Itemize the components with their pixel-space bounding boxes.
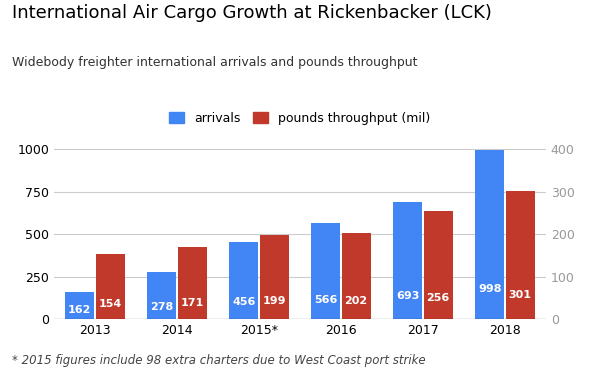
Text: * 2015 figures include 98 extra charters due to West Coast port strike: * 2015 figures include 98 extra charters… [12, 354, 425, 367]
Bar [96, 254, 125, 319]
Bar [506, 191, 535, 319]
Bar [229, 242, 258, 319]
Bar [148, 272, 176, 319]
Bar [342, 233, 371, 319]
Text: Widebody freighter international arrivals and pounds throughput: Widebody freighter international arrival… [12, 56, 418, 69]
Text: 456: 456 [232, 298, 256, 308]
Text: 278: 278 [150, 302, 173, 312]
Text: 154: 154 [98, 299, 122, 309]
Bar [65, 292, 94, 319]
Bar [260, 235, 289, 319]
Text: 256: 256 [427, 293, 450, 303]
Text: International Air Cargo Growth at Rickenbacker (LCK): International Air Cargo Growth at Ricken… [12, 4, 492, 22]
Text: 301: 301 [509, 290, 532, 300]
Bar [178, 247, 206, 319]
Bar [311, 223, 340, 319]
Text: 202: 202 [344, 296, 368, 306]
Bar [424, 210, 452, 319]
Legend: arrivals, pounds throughput (mil): arrivals, pounds throughput (mil) [166, 108, 434, 129]
Text: 693: 693 [396, 292, 419, 301]
Text: 998: 998 [478, 284, 502, 294]
Text: 199: 199 [262, 296, 286, 306]
Bar [394, 201, 422, 319]
Bar [475, 150, 504, 319]
Text: 162: 162 [68, 305, 92, 315]
Text: 566: 566 [314, 295, 338, 305]
Text: 171: 171 [181, 298, 204, 308]
